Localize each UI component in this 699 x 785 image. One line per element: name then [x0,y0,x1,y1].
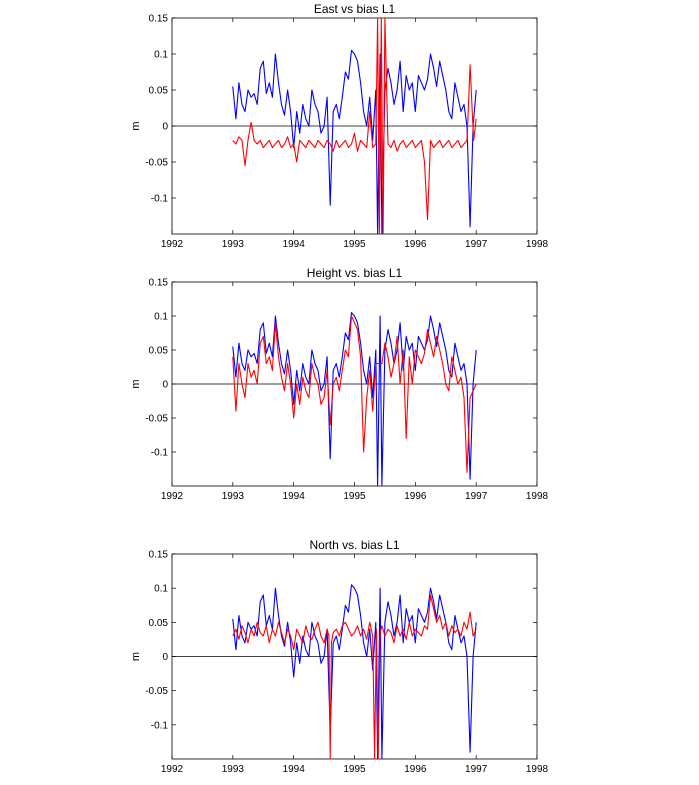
north-xtick-label: 1993 [222,764,245,775]
north-xtick-label: 1998 [526,764,549,775]
north-ylabel: m [130,652,142,661]
east-ylabel: m [130,121,142,130]
east-xtick-label: 1998 [526,239,549,250]
north-series-line-red [232,594,477,759]
east-series-line-blue [232,49,477,234]
panel-east: 1992 1993 1994 1995 1996 1997 1998 -0.1 -0.05 0 0.… [130,2,549,250]
height-xtick-label: 1992 [161,491,184,502]
east-ytick-label: 0.15 [149,14,169,25]
north-ytick-label: -0.1 [151,720,169,731]
east-series-group [232,18,477,234]
east-xtick-label: 1992 [161,239,184,250]
north-ytick-label: 0.15 [149,550,169,561]
north-xtick-label: 1994 [283,764,306,775]
east-chart-title: East vs bias L1 [314,2,396,16]
north-xtick-label: 1992 [161,764,184,775]
height-xtick-label: 1996 [404,491,427,502]
height-series-line-red [232,315,477,473]
panel-north: 1992 1993 1994 1995 1996 1997 1998 -0.1 -0.05 0 0.… [130,538,549,775]
east-ytick-label: -0.1 [151,194,169,205]
height-series-line-blue [232,312,477,486]
north-chart-title: North vs. bias L1 [309,538,399,552]
north-ytick-label: 0.05 [149,618,169,629]
north-xtick-label: 1996 [404,764,427,775]
height-xtick-label: 1994 [283,491,306,502]
east-xtick-label: 1996 [404,239,427,250]
east-xtick-label: 1997 [465,239,488,250]
north-xtick-label: 1995 [343,764,366,775]
east-series-line-red [232,18,477,234]
north-xtick-label: 1997 [465,764,488,775]
east-ytick-label: 0 [162,122,168,133]
height-xtick-label: 1998 [526,491,549,502]
height-ytick-label: 0 [162,380,168,391]
east-ytick-label: 0.1 [154,50,168,61]
height-ytick-label: 0.1 [154,312,168,323]
north-ytick-label: 0 [162,652,168,663]
height-ylabel: m [130,379,142,388]
east-xtick-label: 1993 [222,239,245,250]
height-chart-title: Height vs. bias L1 [307,266,403,280]
north-series-line-blue [232,584,477,759]
height-xtick-label: 1995 [343,491,366,502]
height-series-group [232,312,477,486]
east-ytick-label: -0.05 [145,158,168,169]
north-ytick-label: 0.1 [154,584,168,595]
east-xtick-label: 1995 [343,239,366,250]
east-xtick-label: 1994 [283,239,306,250]
north-series-group [232,584,477,759]
height-xtick-label: 1993 [222,491,245,502]
height-ytick-label: -0.1 [151,448,169,459]
east-ytick-label: 0.05 [149,86,169,97]
height-ytick-label: 0.05 [149,346,169,357]
height-ytick-label: -0.05 [145,414,168,425]
height-xtick-label: 1997 [465,491,488,502]
height-ytick-label: 0.15 [149,278,169,289]
panel-height: 1992 1993 1994 1995 1996 1997 1998 -0.1 -0.05 0 0.… [130,266,549,502]
north-ytick-label: -0.05 [145,686,168,697]
